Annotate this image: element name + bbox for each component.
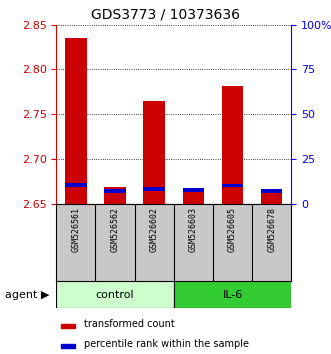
Bar — [104, 188, 126, 204]
Text: GSM526603: GSM526603 — [189, 207, 198, 252]
Bar — [61, 344, 75, 348]
Bar — [61, 324, 75, 328]
Bar — [65, 183, 87, 187]
Text: GSM526561: GSM526561 — [71, 207, 80, 252]
Text: IL-6: IL-6 — [222, 290, 243, 300]
Bar — [261, 193, 282, 204]
Bar — [183, 190, 204, 204]
Bar — [222, 86, 243, 204]
Bar — [143, 101, 165, 204]
Bar — [174, 281, 291, 308]
Text: percentile rank within the sample: percentile rank within the sample — [84, 339, 250, 349]
Bar — [183, 188, 204, 192]
Bar — [222, 184, 243, 188]
Text: transformed count: transformed count — [84, 319, 175, 329]
Text: GSM526602: GSM526602 — [150, 207, 159, 252]
Bar — [104, 189, 126, 193]
Bar — [56, 281, 174, 308]
Text: GSM526678: GSM526678 — [267, 207, 276, 252]
Text: GSM526562: GSM526562 — [111, 207, 119, 252]
Bar — [261, 189, 282, 193]
Bar — [65, 38, 87, 204]
Text: agent ▶: agent ▶ — [5, 290, 50, 300]
Bar — [143, 188, 165, 191]
Text: GSM526605: GSM526605 — [228, 207, 237, 252]
Text: GDS3773 / 10373636: GDS3773 / 10373636 — [91, 7, 240, 22]
Text: control: control — [96, 290, 134, 300]
